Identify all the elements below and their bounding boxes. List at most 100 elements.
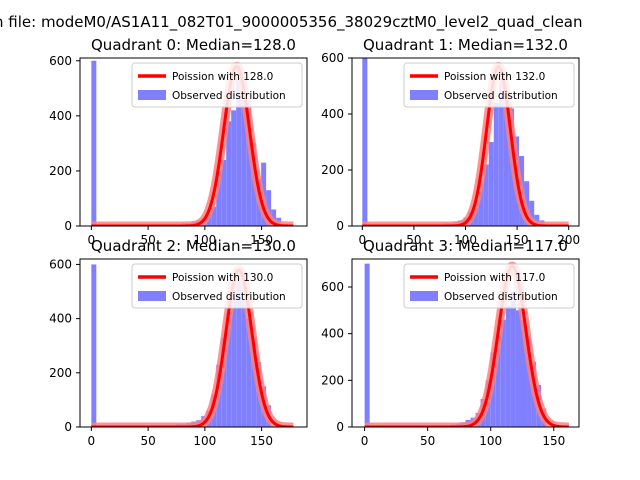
x-tick-label: 0: [361, 434, 369, 448]
subplot-title: Quadrant 0: Median=128.0: [91, 36, 296, 54]
figure-suptitle: n file: modeM0/AS1A11_082T01_9000005356_…: [0, 13, 583, 32]
hist-bar: [271, 209, 277, 226]
y-tick-label: 0: [336, 219, 344, 233]
x-tick-label: 100: [454, 233, 477, 247]
hist-bar: [488, 142, 494, 226]
legend-bar-swatch: [138, 291, 166, 301]
hist-bar: [505, 305, 511, 427]
y-tick-label: 0: [64, 219, 72, 233]
hist-bar: [493, 102, 499, 226]
subplot-title: Quadrant 3: Median=117.0: [363, 237, 568, 255]
hist-bar: [231, 291, 237, 427]
hist-bar: [216, 170, 222, 226]
hist-bar: [91, 264, 97, 427]
legend-poisson-label: Poission with 130.0: [172, 272, 273, 284]
y-tick-label: 400: [321, 107, 344, 121]
x-tick-label: 100: [479, 434, 502, 448]
hist-bar: [226, 121, 232, 226]
plot-area: [358, 58, 573, 226]
hist-bar: [226, 313, 232, 427]
x-tick-label: 150: [250, 434, 273, 448]
legend-box: [131, 263, 303, 309]
x-tick-label: 50: [406, 233, 421, 247]
y-tick-label: 0: [64, 420, 72, 434]
hist-bar: [246, 318, 252, 427]
legend-box: [403, 263, 575, 309]
hist-bar: [91, 60, 97, 226]
legend-box: [403, 62, 575, 108]
hist-bar: [500, 319, 506, 427]
x-tick-label: 150: [250, 233, 273, 247]
x-tick-label: 100: [193, 233, 216, 247]
legend-box: [131, 62, 303, 108]
legend-bar-swatch: [410, 291, 438, 301]
y-tick-label: 400: [321, 327, 344, 341]
hist-bar: [510, 291, 516, 427]
legend-observed-label: Observed distribution: [172, 291, 286, 303]
subplot-3: 0 50 100 150 0 200 400 600 Quadrant 3: Median=11…: [321, 237, 580, 448]
y-tick-label: 200: [49, 366, 72, 380]
x-tick-label: 200: [557, 233, 580, 247]
hist-bar: [236, 280, 242, 427]
y-tick-label: 400: [49, 312, 72, 326]
x-tick-label: 150: [542, 434, 565, 448]
legend-observed-label: Observed distribution: [444, 90, 558, 102]
y-tick-label: 200: [49, 164, 72, 178]
y-tick-label: 200: [321, 373, 344, 387]
y-tick-label: 600: [321, 51, 344, 65]
legend-bar-swatch: [410, 90, 438, 100]
axes-frame: [351, 258, 580, 428]
legend-observed-label: Observed distribution: [172, 90, 286, 102]
legend: Poission with 128.0 Observed distribution: [131, 62, 303, 108]
hist-bar: [221, 159, 227, 226]
axes-frame: [79, 57, 308, 227]
legend-observed-label: Observed distribution: [444, 291, 558, 303]
hist-bar: [483, 164, 489, 226]
hist-bar: [241, 93, 247, 226]
subplot-title: Quadrant 2: Median=130.0: [91, 237, 296, 255]
hist-bar: [515, 310, 521, 427]
poisson-curve: [364, 264, 570, 427]
subplot-0: 0 50 100 150 0 200 400 600 Quadrant 0: Median=12…: [49, 36, 308, 247]
hist-bar: [231, 110, 237, 226]
x-tick-label: 50: [420, 434, 435, 448]
hist-bar: [526, 338, 532, 427]
subplot-2: 0 50 100 150 0 200 400 600 Quadrant 2: Median=13…: [49, 237, 308, 448]
legend-bar-swatch: [138, 90, 166, 100]
y-tick-label: 600: [49, 257, 72, 271]
legend-poisson-label: Poission with 132.0: [444, 71, 545, 83]
subplot-1: 0 50 100 150 200 0 200 400 600 Quadrant 1: Median…: [321, 36, 580, 247]
hist-bar: [478, 184, 484, 226]
x-tick-label: 0: [88, 233, 96, 247]
x-tick-label: 100: [193, 434, 216, 448]
hist-bar: [498, 72, 504, 226]
legend-poisson-label: Poission with 128.0: [172, 71, 273, 83]
y-tick-label: 600: [49, 54, 72, 68]
hist-bar: [211, 206, 217, 226]
x-tick-label: 50: [140, 233, 155, 247]
plot-area: [361, 261, 573, 427]
hist-bar: [362, 58, 368, 226]
y-tick-label: 400: [49, 109, 72, 123]
y-tick-label: 200: [321, 163, 344, 177]
x-tick-label: 0: [358, 233, 366, 247]
hist-bar: [503, 94, 509, 226]
hist-bar: [364, 263, 370, 427]
hist-bar: [221, 337, 227, 427]
hist-bar: [246, 99, 252, 226]
panels-group: 0 50 100 150 0 200 400 600 Quadrant 0: Median=12…: [49, 36, 580, 448]
hist-bar: [534, 214, 540, 226]
y-tick-label: 600: [321, 280, 344, 294]
subplot-title: Quadrant 1: Median=132.0: [363, 36, 568, 54]
poisson-curve: [361, 64, 570, 226]
hist-bar: [236, 77, 242, 226]
hist-bar: [266, 190, 272, 226]
hist-bar: [520, 319, 527, 427]
x-tick-label: 50: [140, 434, 155, 448]
hist-bar: [241, 299, 247, 427]
axes-frame: [79, 258, 308, 428]
hist-bar: [529, 200, 535, 226]
legend-poisson-label: Poission with 117.0: [444, 272, 545, 284]
legend: Poission with 132.0 Observed distribution: [403, 62, 575, 108]
